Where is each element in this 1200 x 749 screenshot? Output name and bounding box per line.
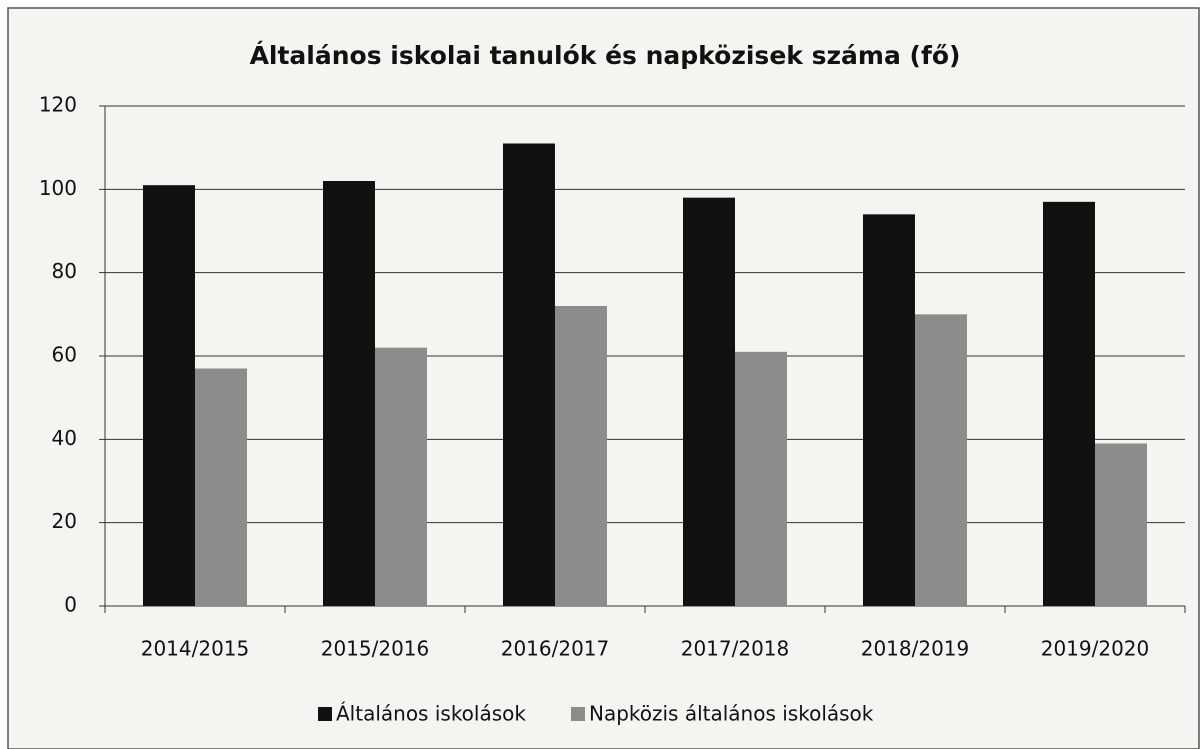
x-tick-label: 2016/2017	[501, 637, 610, 661]
bar	[1043, 201, 1095, 607]
x-tick-label: 2017/2018	[681, 637, 790, 661]
legend-label: Általános iskolások	[336, 702, 526, 726]
y-tick-label: 100	[39, 176, 77, 200]
bar	[1095, 443, 1147, 606]
bar	[323, 181, 375, 606]
bar	[863, 214, 915, 607]
y-tick-label: 20	[52, 509, 77, 533]
legend-swatch	[318, 707, 332, 721]
x-tick-label: 2019/2020	[1041, 637, 1150, 661]
bar	[735, 351, 787, 606]
bar	[195, 368, 247, 606]
y-tick-label: 40	[52, 426, 77, 450]
bar	[683, 197, 735, 606]
y-tick-label: 60	[52, 343, 77, 367]
legend-label: Napközis általános iskolások	[589, 702, 874, 726]
bar	[143, 185, 195, 606]
y-tick-label: 0	[64, 593, 77, 617]
bar	[375, 347, 427, 606]
y-tick-label: 120	[39, 93, 77, 117]
x-tick-label: 2014/2015	[141, 637, 250, 661]
bar	[915, 314, 967, 606]
bar	[555, 306, 607, 606]
chart-title: Általános iskolai tanulók és napközisek …	[250, 41, 961, 70]
y-tick-label: 80	[52, 259, 77, 283]
legend-swatch	[570, 707, 585, 721]
x-tick-label: 2015/2016	[321, 637, 430, 661]
x-tick-label: 2018/2019	[861, 637, 970, 661]
bar	[503, 143, 555, 606]
